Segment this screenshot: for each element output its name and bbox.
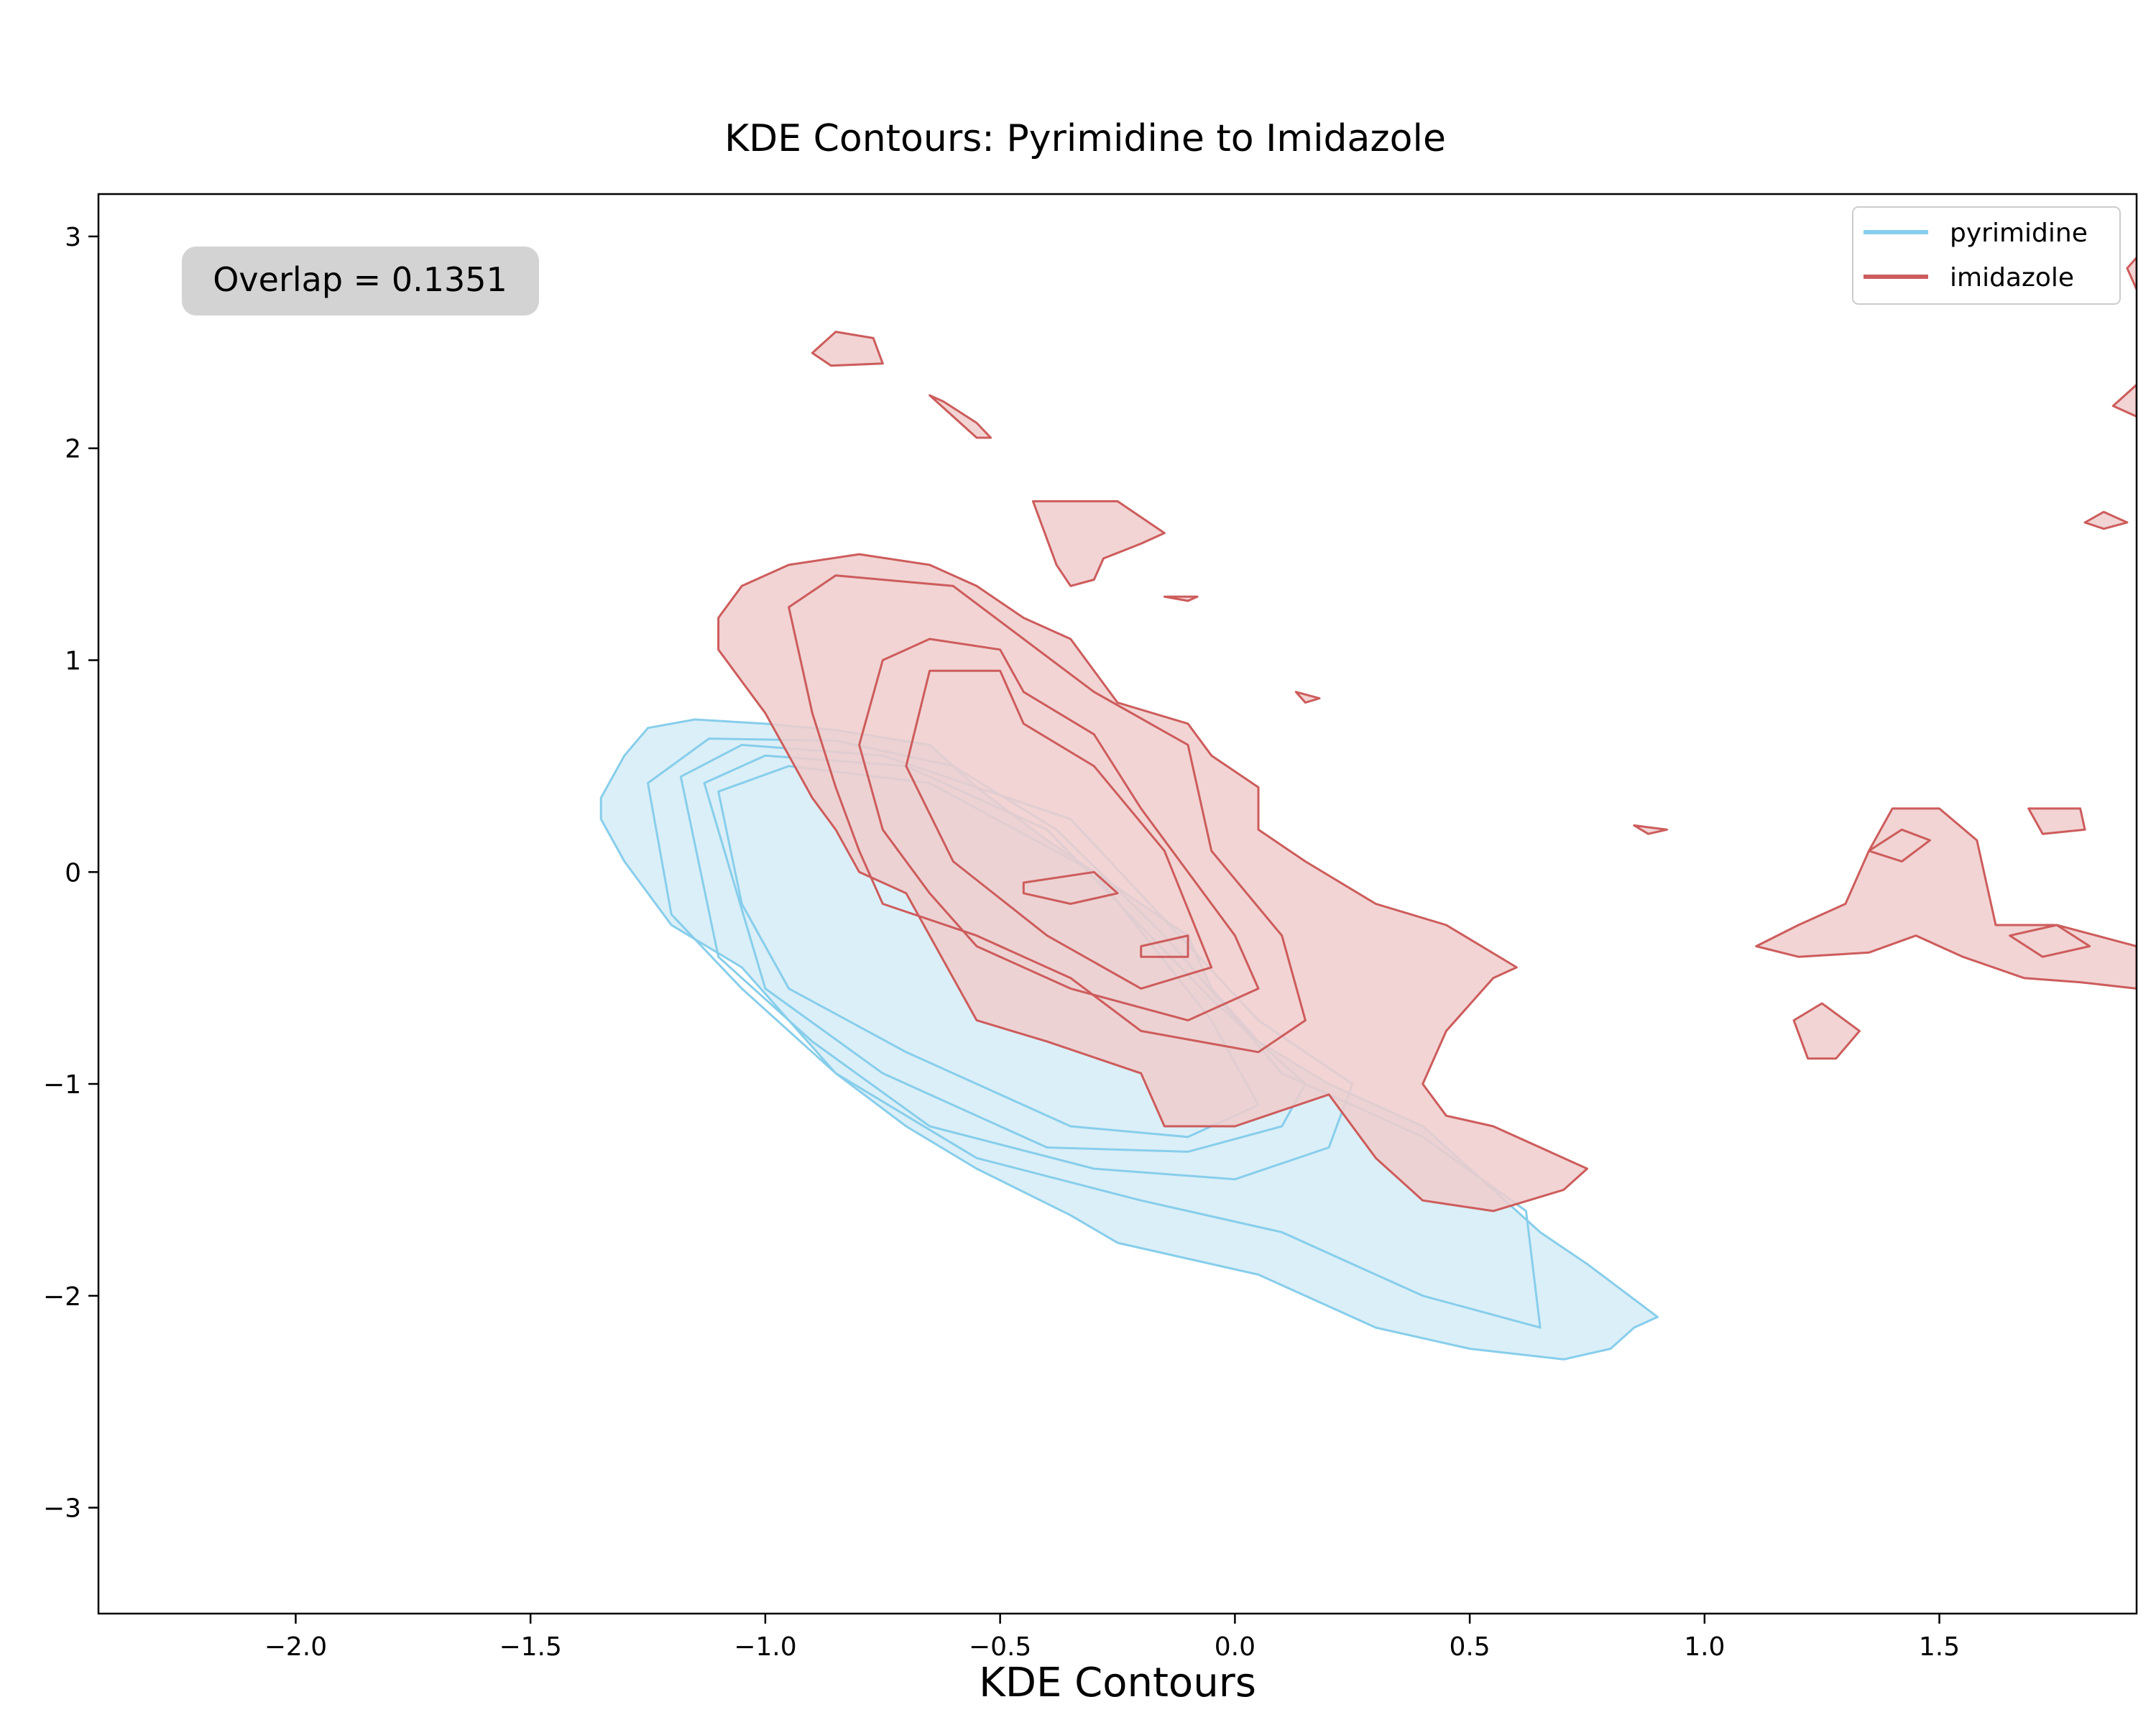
annotation-box [182,247,539,316]
contour-imidazole-19 [2126,256,2137,291]
y-tick-label: −1 [43,1070,81,1100]
contour-imidazole-12 [1755,807,2137,990]
contour-imidazole-13 [1868,828,1931,862]
x-tick-label: 0.0 [1215,1632,1256,1662]
y-tick-label: −2 [43,1282,81,1312]
x-tick-label: −0.5 [969,1632,1031,1662]
contour-imidazole-1 [788,574,1307,1054]
x-axis-label: KDE Contours [979,1660,1256,1706]
contour-imidazole-7 [929,394,992,439]
contour-imidazole-5 [1140,934,1189,958]
x-tick-label: −1.0 [734,1632,796,1662]
legend-label-pyrimidine: pyrimidine [1950,218,2088,248]
contour-imidazole-6 [811,331,884,367]
contour-imidazole-9 [1163,595,1199,602]
y-axis-ticks: 3 2 1 0 −1 −2 −3 [43,223,98,1524]
contour-imidazole-4 [1022,870,1119,905]
y-tick-label: 0 [65,858,81,888]
contour-imidazole-14 [2009,924,2091,958]
y-tick-label: 3 [65,223,81,252]
contour-imidazole-11 [1633,824,1668,835]
y-tick-label: 2 [65,435,81,464]
x-tick-label: 1.5 [1919,1632,1960,1662]
y-tick-label: −3 [43,1494,81,1524]
contour-imidazole-15 [2027,807,2086,835]
contour-imidazole-0 [717,553,1588,1213]
annotation-text: Overlap = 0.1351 [213,260,507,299]
x-axis-ticks: −2.0 −1.5 −1.0 −0.5 0.0 0.5 1.0 1.5 [264,1614,1960,1662]
x-tick-label: −1.5 [499,1632,561,1662]
contour-layer [599,256,2137,1361]
contour-imidazole-17 [2083,510,2129,530]
contour-imidazole-16 [1792,1002,1861,1060]
x-tick-label: 0.5 [1449,1632,1490,1662]
contour-imidazole-3 [905,669,1213,990]
legend: pyrimidine imidazole [1852,206,2121,305]
overlap-annotation: Overlap = 0.1351 [182,247,539,316]
legend-label-imidazole: imidazole [1950,263,2074,293]
series-imidazole [717,256,2137,1213]
contour-imidazole-2 [858,638,1260,1022]
plot-frame [97,193,2138,1615]
chart-title: KDE Contours: Pyrimidine to Imidazole [724,117,1446,160]
contour-imidazole-18 [2111,383,2137,418]
x-tick-label: −2.0 [264,1632,327,1662]
x-tick-label: 1.0 [1684,1632,1725,1662]
contour-imidazole-8 [1031,500,1166,587]
y-tick-label: 1 [65,647,81,676]
contour-imidazole-10 [1294,691,1321,704]
